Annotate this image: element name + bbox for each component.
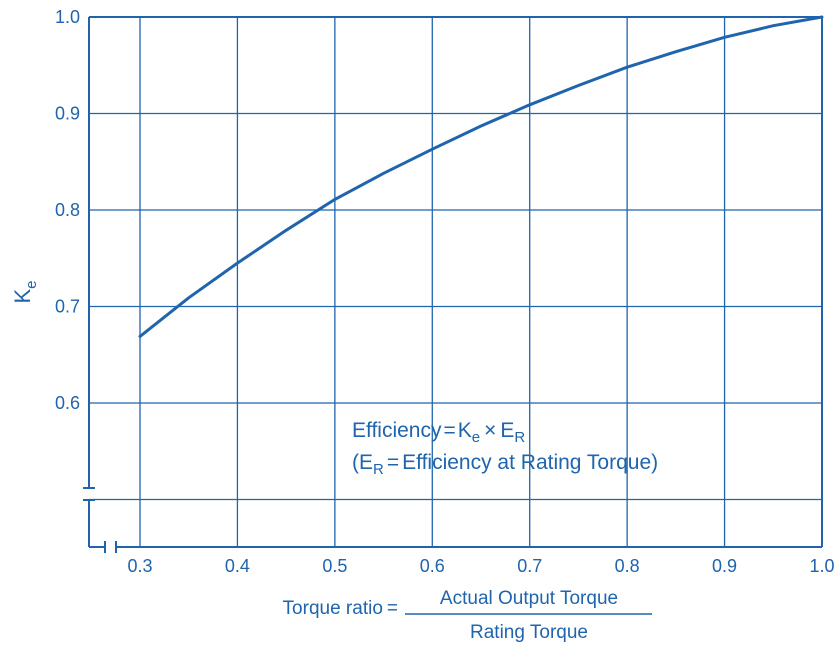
x-axis-denominator: Rating Torque — [470, 622, 588, 643]
annotation-efficiency: Efficiency — [352, 419, 442, 442]
annotation-k: K — [458, 419, 472, 442]
annotation-e: E — [500, 419, 514, 442]
y-axis-label-sub: e — [23, 280, 40, 288]
y-axis-label-main: K — [10, 289, 35, 304]
y-tick-label: 0.6 — [55, 393, 80, 413]
annotation-open: (E — [352, 451, 373, 474]
annotation-equals-2: = — [387, 451, 399, 474]
x-tick-label: 0.4 — [225, 556, 250, 576]
x-tick-label: 0.9 — [712, 556, 737, 576]
annotation-rest: Efficiency at Rating Torque) — [402, 451, 658, 474]
x-tick-labels: 0.3 0.4 0.5 0.6 0.7 0.8 0.9 1.0 — [127, 556, 834, 576]
series-group — [138, 15, 824, 338]
y-tick-label: 1.0 — [55, 7, 80, 27]
y-axis-label: Ke — [10, 280, 40, 303]
y-tick-label: 0.8 — [55, 200, 80, 220]
annotation-line-1: Efficiency=Ke × ER — [352, 419, 525, 446]
annotation-open-sub: R — [373, 461, 384, 478]
x-axis-prefix: Torque ratio = — [283, 598, 398, 619]
x-axis-equals: = — [387, 598, 398, 619]
x-axis-numerator: Actual Output Torque — [440, 588, 618, 609]
x-tick-label: 0.6 — [420, 556, 445, 576]
y-tick-label: 0.9 — [55, 104, 80, 124]
y-tick-label: 0.7 — [55, 297, 80, 317]
x-tick-label: 0.7 — [517, 556, 542, 576]
x-tick-label: 1.0 — [809, 556, 834, 576]
annotation-e-sub: R — [514, 429, 525, 446]
annotation-line-2: (ER = Efficiency at Rating Torque) — [352, 451, 658, 478]
y-tick-labels: 0.6 0.7 0.8 0.9 1.0 — [55, 7, 80, 413]
annotation-equals: = — [444, 419, 456, 442]
series-line — [138, 15, 824, 338]
x-tick-label: 0.8 — [615, 556, 640, 576]
axes — [83, 16, 823, 553]
annotation-times: × — [484, 419, 496, 442]
x-tick-label: 0.5 — [322, 556, 347, 576]
x-axis-prefix-text: Torque ratio — [283, 598, 383, 619]
x-tick-label: 0.3 — [127, 556, 152, 576]
annotation-k-sub: e — [472, 429, 480, 446]
